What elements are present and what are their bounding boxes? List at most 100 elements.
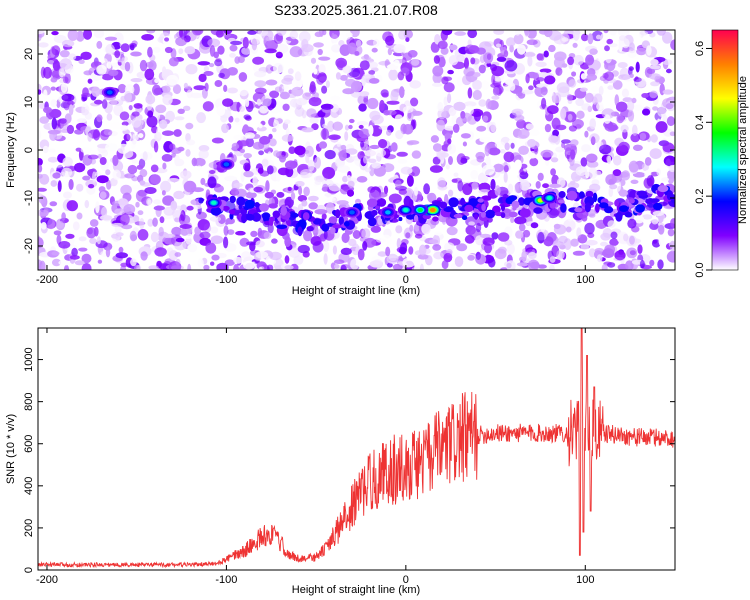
heatmap-cell <box>265 180 270 192</box>
heatmap-cell <box>297 203 304 212</box>
heatmap-cell <box>243 162 251 172</box>
heatmap-cell <box>58 241 71 249</box>
snr-frame <box>37 327 676 571</box>
heatmap-cell <box>302 212 310 221</box>
heatmap-cell <box>542 183 550 189</box>
heatmap-cell <box>61 167 73 178</box>
heatmap-cell <box>371 47 378 53</box>
heatmap-cell <box>99 157 107 165</box>
heatmap-cell <box>98 186 106 193</box>
heatmap-cell <box>259 203 269 212</box>
heatmap-cell <box>492 86 500 96</box>
heatmap-cell <box>448 55 459 66</box>
heatmap-cell <box>202 101 214 112</box>
heatmap-cell <box>296 97 308 106</box>
heatmap-cell <box>443 252 453 263</box>
heatmap-cell <box>330 95 341 101</box>
heatmap-cell <box>289 30 299 40</box>
heatmap-cell <box>414 186 419 196</box>
heatmap-cell <box>74 162 86 173</box>
heatmap-cell <box>635 61 640 73</box>
heatmap-x-axis-label: Height of straight line (km) <box>292 285 420 297</box>
heatmap-cell <box>175 36 188 47</box>
heatmap-cell <box>303 229 313 242</box>
heatmap-cell <box>517 44 526 55</box>
heatmap-cell <box>397 71 405 81</box>
heatmap-cell <box>174 158 185 167</box>
heatmap-cell <box>198 145 210 152</box>
heatmap-cell <box>162 162 167 170</box>
heatmap-cell <box>553 56 565 69</box>
heatmap-cell <box>410 97 419 107</box>
heatmap-cell <box>289 108 295 113</box>
heatmap-cell <box>508 211 518 218</box>
heatmap-cell <box>495 43 502 48</box>
heatmap-cell <box>576 110 585 120</box>
heatmap-cell <box>476 125 487 132</box>
heatmap-cell <box>283 119 291 125</box>
heatmap-cell <box>535 61 547 67</box>
heatmap-cell <box>331 84 340 90</box>
heatmap-cell <box>617 30 630 37</box>
heatmap-cell <box>59 58 72 70</box>
heatmap-cell <box>612 169 622 177</box>
heatmap-cell <box>284 160 297 170</box>
heatmap-cell <box>503 172 508 183</box>
heatmap-cell <box>609 238 619 246</box>
heatmap-cell <box>543 30 553 38</box>
heatmap-cell <box>443 96 448 107</box>
heatmap-cell <box>137 210 144 216</box>
heatmap-cell <box>368 158 377 164</box>
heatmap-cell <box>504 60 518 72</box>
heatmap-cell <box>137 229 149 241</box>
heatmap-cell <box>272 127 277 133</box>
heatmap-cell <box>96 114 103 123</box>
heatmap-cell <box>196 112 207 124</box>
heatmap-cell <box>255 251 269 259</box>
heatmap-cell <box>58 260 71 266</box>
heatmap-cell <box>162 85 171 93</box>
heatmap-cell <box>147 46 153 58</box>
heatmap-cell <box>309 84 317 95</box>
heatmap-cell <box>186 139 196 146</box>
heatmap-cell <box>339 74 349 81</box>
heatmap-cell <box>615 180 622 192</box>
heatmap-cell <box>356 176 368 183</box>
heatmap-cell <box>254 87 267 95</box>
heatmap-cell <box>618 141 630 153</box>
heatmap-cell <box>68 179 74 190</box>
heatmap-cell <box>224 259 235 267</box>
heatmap-cell <box>506 243 515 255</box>
heatmap-cell <box>293 255 304 265</box>
heatmap-cell <box>197 61 211 66</box>
heatmap-cell <box>491 74 496 85</box>
heatmap-cell <box>288 146 296 154</box>
heatmap-cell <box>255 240 265 248</box>
heatmap-cell <box>163 206 175 216</box>
heatmap-cell <box>50 86 56 91</box>
heatmap-cell <box>132 139 137 145</box>
colorbar-label: Normalized spectral amplitude <box>737 76 749 224</box>
heatmap-cell <box>301 44 314 53</box>
heatmap-cell <box>475 251 481 260</box>
heatmap-cell <box>89 238 97 244</box>
heatmap-cell <box>51 45 61 56</box>
heatmap-cell <box>470 57 476 65</box>
heatmap-cell <box>335 209 341 219</box>
heatmap-cell <box>162 233 176 239</box>
snr-y-tick-label: 600 <box>23 435 35 453</box>
snr-y-axis-label: SNR (10 * v/v) <box>5 414 17 484</box>
heatmap-cell <box>347 189 354 197</box>
heatmap-cell <box>529 157 539 167</box>
heatmap-peak <box>424 204 441 216</box>
heatmap-cell <box>657 185 669 193</box>
heatmap-cell <box>91 86 101 97</box>
heatmap-cell <box>345 32 353 38</box>
heatmap-cell <box>649 65 661 70</box>
heatmap-cell <box>522 229 531 238</box>
heatmap-cell <box>599 202 609 209</box>
heatmap-cell <box>585 92 594 103</box>
heatmap-cell <box>308 202 319 210</box>
heatmap-cell <box>581 144 591 153</box>
heatmap-cell <box>314 209 328 215</box>
